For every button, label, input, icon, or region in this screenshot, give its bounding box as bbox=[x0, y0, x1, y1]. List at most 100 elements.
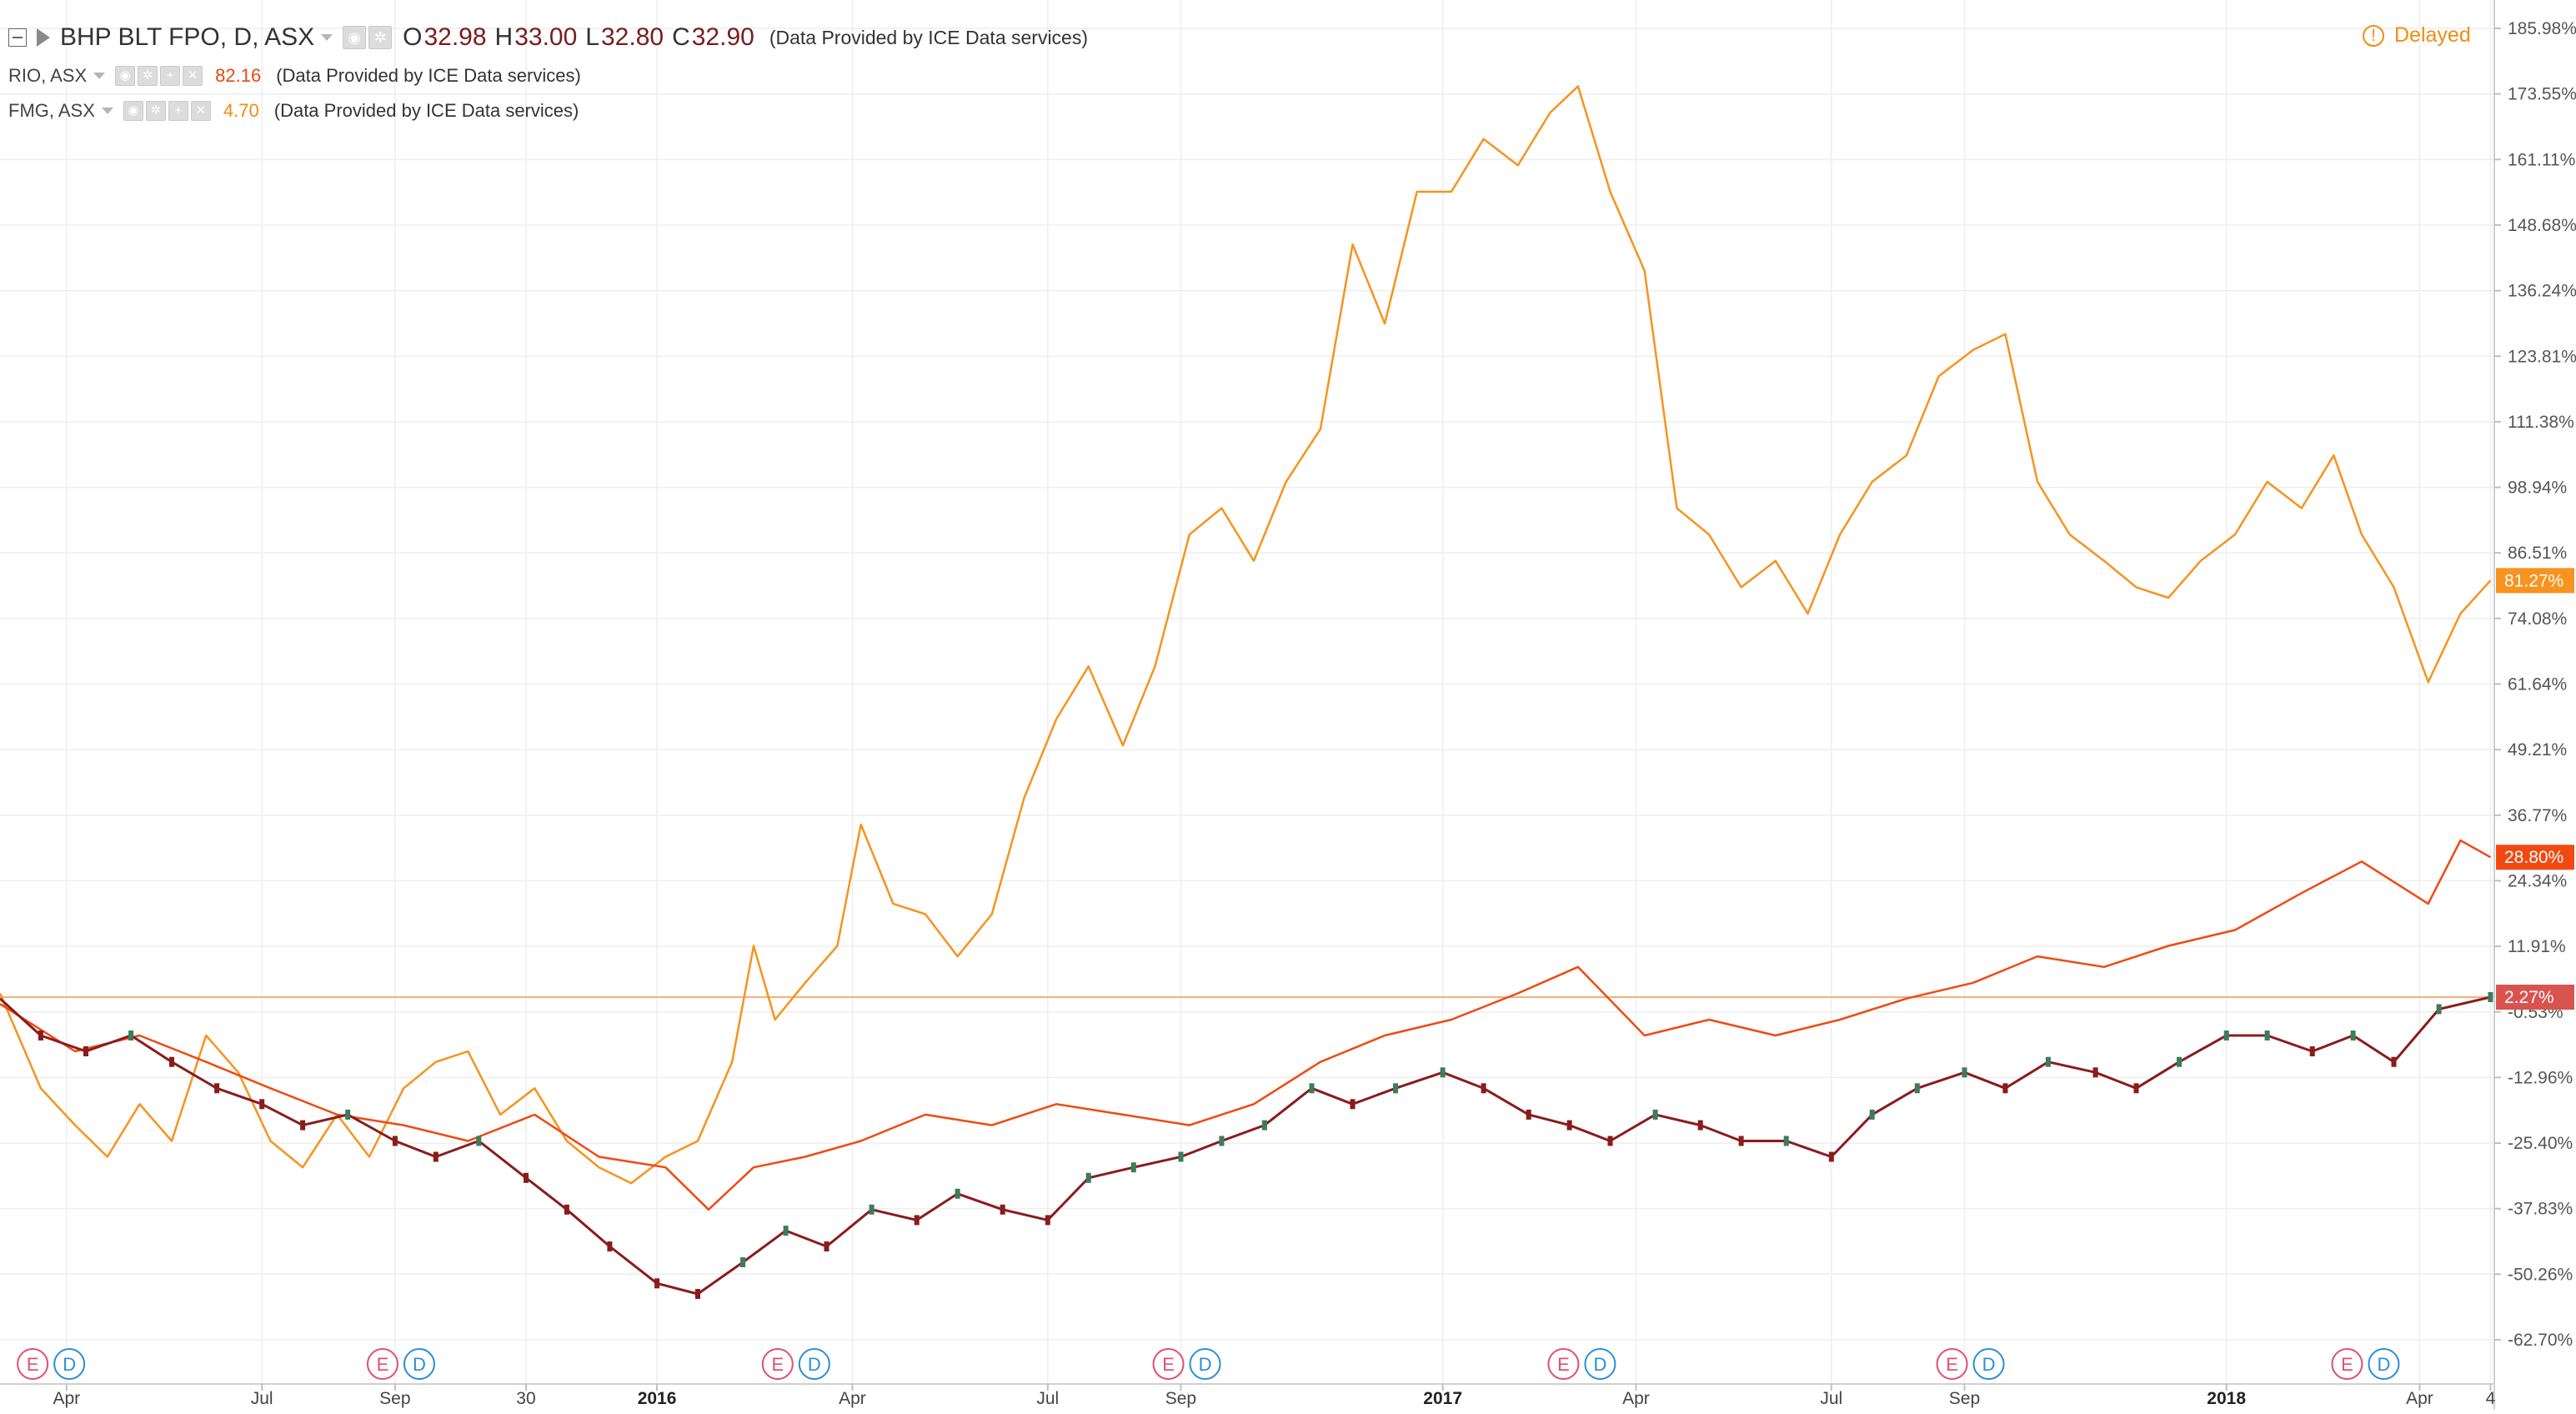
bhp-candle[interactable] bbox=[392, 1136, 398, 1146]
eye-icon[interactable]: ◉ bbox=[123, 101, 143, 121]
bhp-candle[interactable] bbox=[1697, 1120, 1703, 1131]
dividend-marker[interactable] bbox=[798, 1348, 830, 1380]
earnings-marker[interactable] bbox=[2331, 1348, 2363, 1380]
earnings-marker[interactable] bbox=[1547, 1348, 1580, 1380]
dividend-marker[interactable] bbox=[403, 1348, 435, 1380]
dividend-marker[interactable] bbox=[1972, 1348, 2005, 1380]
bhp-candle[interactable] bbox=[1219, 1136, 1225, 1146]
add-icon[interactable]: + bbox=[168, 101, 188, 121]
bhp-candle[interactable] bbox=[869, 1204, 875, 1215]
bhp-candle[interactable] bbox=[2002, 1083, 2008, 1094]
bhp-candle[interactable] bbox=[824, 1241, 829, 1251]
bhp-candle[interactable] bbox=[476, 1136, 482, 1146]
bhp-candle[interactable] bbox=[740, 1257, 746, 1267]
bhp-candle[interactable] bbox=[564, 1204, 569, 1215]
bhp-candle[interactable] bbox=[300, 1120, 306, 1131]
bhp-candle[interactable] bbox=[1607, 1136, 1613, 1146]
dividend-marker[interactable] bbox=[1584, 1348, 1616, 1380]
flag-icon[interactable] bbox=[37, 28, 50, 47]
bhp-candle[interactable] bbox=[2223, 1030, 2229, 1040]
bhp-candle[interactable] bbox=[955, 1188, 960, 1199]
bhp-candle[interactable] bbox=[259, 1099, 265, 1110]
bhp-candle[interactable] bbox=[2264, 1030, 2270, 1040]
bhp-candle[interactable] bbox=[2045, 1056, 2051, 1067]
earnings-marker[interactable] bbox=[1936, 1348, 1968, 1380]
dividend-marker[interactable] bbox=[1189, 1348, 1221, 1380]
bhp-candle[interactable] bbox=[83, 1046, 88, 1056]
bhp-candle[interactable] bbox=[1526, 1109, 1531, 1120]
earnings-marker[interactable] bbox=[761, 1348, 794, 1380]
gear-icon[interactable]: ✲ bbox=[138, 66, 158, 86]
bhp-candle[interactable] bbox=[1828, 1151, 1834, 1162]
bhp-candle[interactable] bbox=[1261, 1120, 1267, 1131]
bhp-candle[interactable] bbox=[2350, 1030, 2356, 1040]
dividend-marker[interactable] bbox=[53, 1348, 86, 1380]
collapse-icon[interactable] bbox=[8, 28, 27, 47]
bhp-candle[interactable] bbox=[524, 1172, 529, 1183]
bhp-candle[interactable] bbox=[345, 1109, 351, 1120]
bhp-candle[interactable] bbox=[1962, 1067, 1967, 1078]
bhp-line[interactable] bbox=[0, 995, 2491, 1296]
bhp-candle[interactable] bbox=[2092, 1067, 2098, 1078]
bhp-candle[interactable] bbox=[654, 1278, 660, 1289]
bhp-candle[interactable] bbox=[1350, 1099, 1356, 1110]
bhp-candle[interactable] bbox=[2133, 1083, 2139, 1094]
bhp-candle[interactable] bbox=[1130, 1162, 1136, 1173]
bhp-candle[interactable] bbox=[914, 1215, 920, 1226]
bhp-candle[interactable] bbox=[2436, 1004, 2442, 1015]
bhp-candle[interactable] bbox=[433, 1151, 439, 1162]
bhp-candle[interactable] bbox=[1783, 1136, 1789, 1146]
earnings-marker[interactable] bbox=[1152, 1348, 1185, 1380]
bhp-candle[interactable] bbox=[1309, 1083, 1315, 1094]
bhp-candle[interactable] bbox=[783, 1226, 789, 1236]
bhp-candle[interactable] bbox=[1393, 1083, 1398, 1094]
bhp-candle[interactable] bbox=[1085, 1172, 1091, 1183]
bhp-candle[interactable] bbox=[2391, 1056, 2397, 1067]
bhp-candle[interactable] bbox=[2488, 992, 2493, 1002]
fmg-line[interactable] bbox=[0, 85, 2492, 1185]
gear-icon[interactable]: ✲ bbox=[368, 26, 393, 49]
bhp-candle[interactable] bbox=[1045, 1215, 1050, 1226]
bhp-candle[interactable] bbox=[1914, 1083, 1920, 1094]
bhp-candle[interactable] bbox=[2309, 1046, 2315, 1056]
earnings-marker[interactable] bbox=[17, 1348, 49, 1380]
bhp-candle[interactable] bbox=[38, 1030, 43, 1040]
bhp-candle[interactable] bbox=[1440, 1067, 1446, 1078]
main-symbol[interactable]: BHP BLT FPO, D, ASX bbox=[60, 23, 315, 51]
bhp-candle[interactable] bbox=[2177, 1056, 2182, 1067]
bhp-candle[interactable] bbox=[1000, 1204, 1005, 1215]
bhp-candle[interactable] bbox=[214, 1083, 220, 1094]
earnings-marker[interactable] bbox=[366, 1348, 398, 1380]
bhp-candle[interactable] bbox=[1652, 1109, 1658, 1120]
bhp-candle[interactable] bbox=[1481, 1083, 1486, 1094]
eye-icon[interactable]: ◉ bbox=[115, 66, 136, 86]
gear-icon[interactable]: ✲ bbox=[145, 101, 166, 121]
bhp-candle[interactable] bbox=[1869, 1109, 1875, 1120]
bhp-candle[interactable] bbox=[169, 1056, 174, 1067]
bhp-candle[interactable] bbox=[1738, 1136, 1744, 1146]
chevron-down-icon[interactable] bbox=[93, 73, 106, 79]
add-icon[interactable]: + bbox=[160, 66, 181, 86]
delayed-indicator[interactable]: ! Delayed bbox=[2363, 23, 2471, 48]
dividend-marker[interactable] bbox=[2368, 1348, 2400, 1380]
rio-line[interactable] bbox=[0, 839, 2492, 1211]
close-icon[interactable]: ✕ bbox=[183, 66, 203, 86]
chevron-down-icon[interactable] bbox=[321, 34, 333, 41]
bhp-candle[interactable] bbox=[1566, 1120, 1572, 1131]
chevron-down-icon[interactable] bbox=[101, 108, 113, 114]
bhp-candle[interactable] bbox=[128, 1030, 134, 1040]
close-icon[interactable]: ✕ bbox=[190, 101, 211, 121]
bhp-candle[interactable] bbox=[607, 1241, 613, 1251]
rio-symbol[interactable]: RIO, ASX bbox=[8, 65, 88, 86]
eye-icon[interactable]: ◉ bbox=[343, 26, 367, 49]
bhp-candle[interactable] bbox=[695, 1289, 700, 1299]
